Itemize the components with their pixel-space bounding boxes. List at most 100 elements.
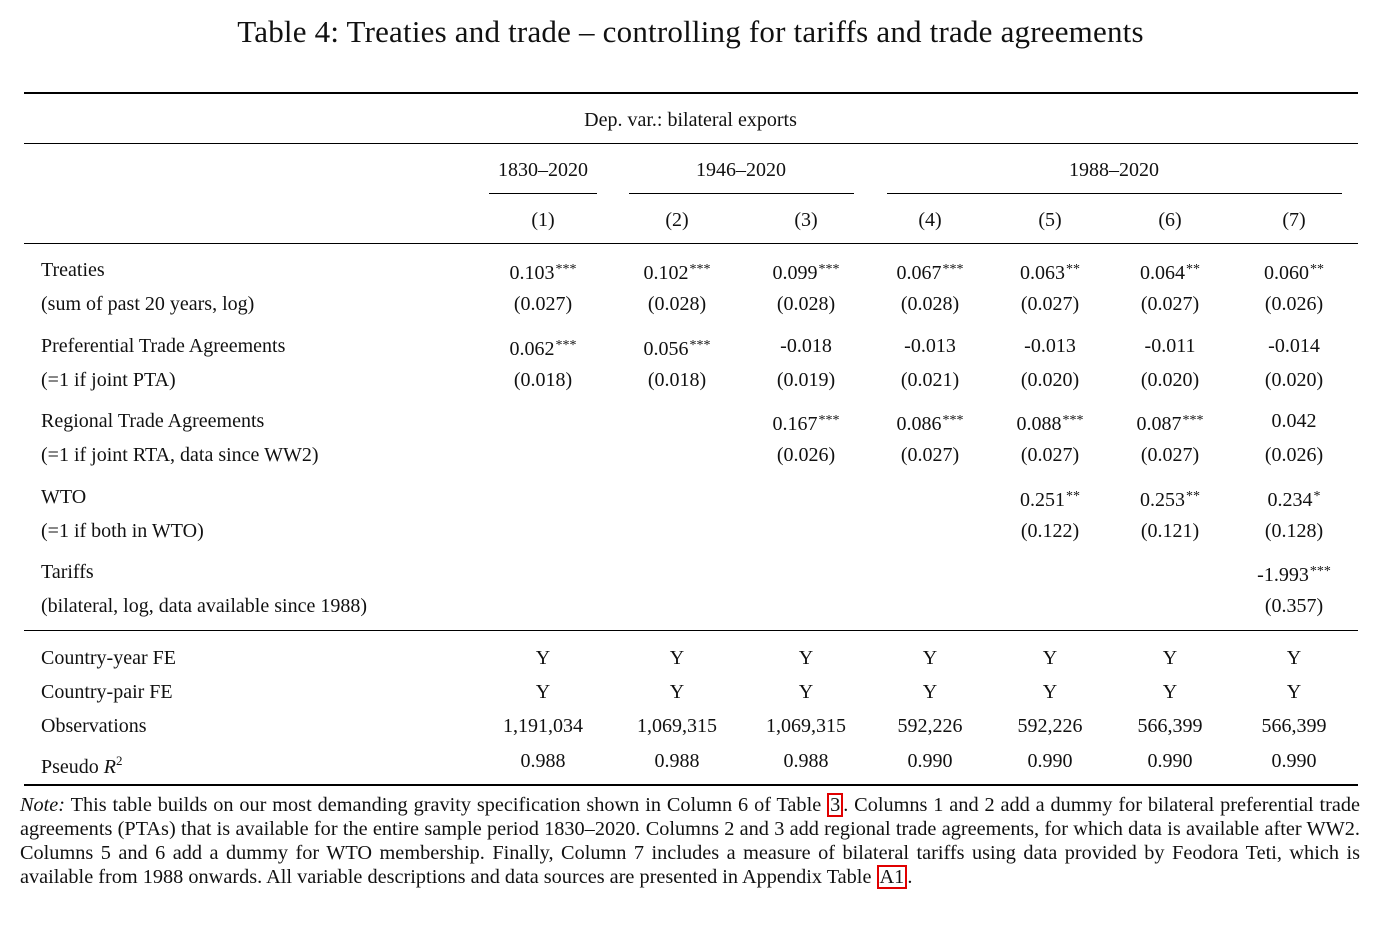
dep-var-caption: Dep. var.: bilateral exports: [0, 108, 1381, 132]
coefficient-cell: -0.011: [1145, 334, 1196, 358]
statistic-value: Y: [670, 680, 684, 704]
statistic-label: Observations: [41, 714, 147, 738]
statistic-label: Country-year FE: [41, 646, 176, 670]
table-3-link[interactable]: 3: [827, 793, 843, 817]
coefficient-value: 0.067: [897, 262, 942, 284]
standard-error-cell: (0.027): [1021, 292, 1079, 316]
coefficient-value: -0.013: [904, 335, 956, 357]
coefficient-value: 0.056: [644, 338, 689, 360]
variable-sublabel: (=1 if both in WTO): [41, 519, 204, 543]
statistic-value: Y: [799, 680, 813, 704]
coefficient-value: 0.063: [1020, 262, 1065, 284]
variable-label: Tariffs: [41, 560, 94, 584]
coefficient-cell: -1.993***: [1257, 560, 1331, 587]
significance-stars: *: [1314, 489, 1321, 504]
statistic-value: Y: [799, 646, 813, 670]
significance-stars: ***: [556, 338, 577, 353]
significance-stars: ***: [943, 262, 964, 277]
column-number: (2): [665, 208, 688, 232]
coefficient-cell: 0.102***: [644, 258, 711, 285]
statistic-value: 1,069,315: [637, 714, 717, 738]
statistic-value: Y: [1287, 680, 1301, 704]
statistic-label-text: Pseudo: [41, 756, 99, 778]
statistic-value: Y: [1043, 680, 1057, 704]
statistic-value: 1,191,034: [503, 714, 583, 738]
variable-label: Preferential Trade Agreements: [41, 334, 285, 358]
coefficient-cell: -0.013: [904, 334, 956, 358]
standard-error-cell: (0.021): [901, 368, 959, 392]
standard-error-cell: (0.027): [1141, 443, 1199, 467]
period-header-3: 1988–2020: [1069, 158, 1159, 182]
column-number: (7): [1282, 208, 1305, 232]
column-number: (4): [918, 208, 941, 232]
standard-error-cell: (0.019): [777, 368, 835, 392]
coefficient-cell: 0.234*: [1268, 485, 1321, 512]
coefficient-cell: -0.018: [780, 334, 832, 358]
significance-stars: **: [1186, 262, 1200, 277]
variable-sublabel: (=1 if joint RTA, data since WW2): [41, 443, 318, 467]
table-title: Table 4: Treaties and trade – controllin…: [0, 14, 1381, 50]
coefficient-value: 0.251: [1020, 489, 1065, 511]
coefficient-value: 0.086: [897, 413, 942, 435]
coefficient-cell: 0.253**: [1140, 485, 1200, 512]
standard-error-cell: (0.027): [1021, 443, 1079, 467]
standard-error-cell: (0.121): [1141, 519, 1199, 543]
statistic-label-text: Country-year FE: [41, 647, 176, 669]
column-number: (6): [1158, 208, 1181, 232]
standard-error-cell: (0.027): [901, 443, 959, 467]
coefficient-value: 0.060: [1264, 262, 1309, 284]
statistic-value: Y: [536, 680, 550, 704]
r-symbol: R: [104, 756, 116, 778]
statistic-value: 0.988: [655, 749, 700, 773]
significance-stars: ***: [690, 338, 711, 353]
coefficient-value: -0.013: [1024, 335, 1076, 357]
significance-stars: **: [1310, 262, 1324, 277]
period-header-1: 1830–2020: [498, 158, 588, 182]
statistic-label-text: Observations: [41, 715, 147, 737]
coefficient-value: 0.087: [1137, 413, 1182, 435]
column-number: (1): [531, 208, 554, 232]
coefficient-value: 0.042: [1272, 410, 1317, 432]
note-text-3: .: [907, 866, 912, 888]
standard-error-cell: (0.128): [1265, 519, 1323, 543]
statistic-value: 0.988: [784, 749, 829, 773]
coefficient-value: 0.234: [1268, 489, 1313, 511]
coefficient-value: 0.062: [510, 338, 555, 360]
statistic-value: 0.990: [1028, 749, 1073, 773]
coefficient-cell: 0.087***: [1137, 409, 1204, 436]
standard-error-cell: (0.357): [1265, 594, 1323, 618]
coefficient-value: 0.064: [1140, 262, 1185, 284]
period-rule-2: [629, 193, 854, 194]
table-a1-link[interactable]: A1: [877, 865, 908, 889]
statistic-value: Y: [1163, 646, 1177, 670]
statistic-value: Y: [923, 646, 937, 670]
period-header-2: 1946–2020: [696, 158, 786, 182]
variable-sublabel: (bilateral, log, data available since 19…: [41, 594, 367, 618]
statistic-value: 0.988: [521, 749, 566, 773]
table-note: Note: This table builds on our most dema…: [20, 793, 1360, 889]
mid-rule: [24, 630, 1358, 631]
coefficient-value: 0.099: [773, 262, 818, 284]
top-rule: [24, 92, 1358, 94]
significance-stars: ***: [819, 413, 840, 428]
statistic-label-text: Country-pair FE: [41, 681, 173, 703]
statistic-value: Y: [923, 680, 937, 704]
statistic-value: Y: [1043, 646, 1057, 670]
statistic-value: 0.990: [1272, 749, 1317, 773]
coefficient-cell: 0.056***: [644, 334, 711, 361]
statistic-value: Y: [1163, 680, 1177, 704]
coefficient-cell: 0.086***: [897, 409, 964, 436]
significance-stars: ***: [690, 262, 711, 277]
significance-stars: ***: [556, 262, 577, 277]
statistic-value: 0.990: [908, 749, 953, 773]
coefficient-cell: 0.064**: [1140, 258, 1200, 285]
column-number: (3): [794, 208, 817, 232]
coefficient-cell: -0.013: [1024, 334, 1076, 358]
standard-error-cell: (0.028): [777, 292, 835, 316]
standard-error-cell: (0.018): [514, 368, 572, 392]
period-rule-3: [887, 193, 1342, 194]
coefficient-cell: 0.063**: [1020, 258, 1080, 285]
coefficient-cell: 0.067***: [897, 258, 964, 285]
standard-error-cell: (0.026): [777, 443, 835, 467]
statistic-value: 592,226: [1018, 714, 1083, 738]
